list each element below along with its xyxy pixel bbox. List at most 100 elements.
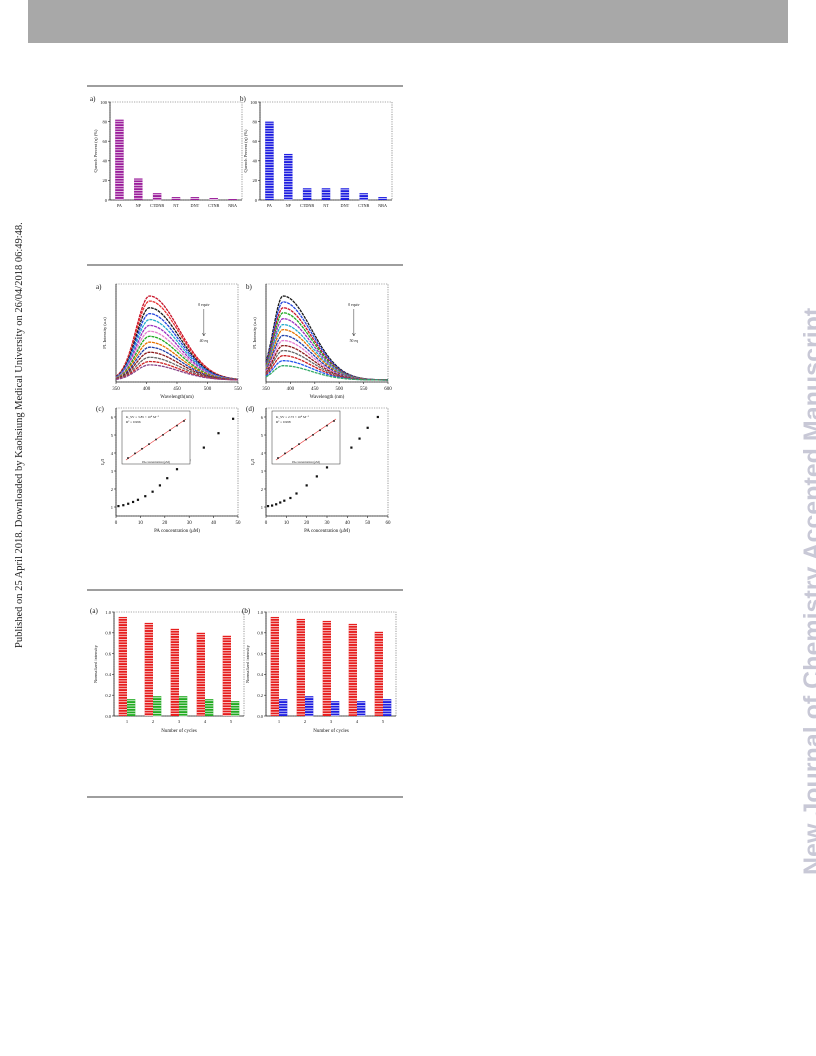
data-point bbox=[283, 499, 286, 502]
x-axis-label: Number of cycles bbox=[161, 729, 197, 734]
data-point bbox=[275, 503, 278, 506]
figure-quench-b: b) 0 20 40 60 80 100 Quench Percent (η) (%) PA NP… bbox=[240, 95, 393, 208]
data-point bbox=[136, 498, 140, 501]
bar-dnt bbox=[340, 188, 350, 200]
y-tick-label: 0.4 bbox=[105, 672, 111, 677]
figure-rule-1 bbox=[87, 85, 403, 87]
figure-cycle-a: (a) 0.0 0.2 0.4 0.6 0.8 1.0 Normalized intensit… bbox=[90, 607, 245, 734]
accepted-manuscript-watermark: New Journal of Chemistry Accepted Manusc… bbox=[799, 308, 816, 876]
x-tick-label: 20 bbox=[162, 521, 168, 526]
inset-equation: K_SV = 2.73 × 10⁴ M⁻¹ bbox=[276, 415, 309, 419]
y-axis-label: I₀/I bbox=[250, 459, 255, 465]
y-axis-label: PL Intensity (a.u) bbox=[102, 317, 107, 349]
bar-cycle-2-series-2 bbox=[153, 696, 162, 716]
pl-curve-3 bbox=[265, 307, 388, 381]
bar-pa bbox=[115, 119, 124, 200]
x-axis-label: PA concentration (μM) bbox=[154, 529, 200, 534]
inset-data-point bbox=[155, 438, 157, 441]
data-point bbox=[350, 446, 353, 449]
inset-x-label: PA concentration (μM) bbox=[292, 460, 320, 464]
inset-data-point bbox=[312, 434, 314, 436]
inset-data-point bbox=[183, 420, 185, 422]
plot-frame bbox=[115, 283, 239, 383]
y-tick-label: 0.6 bbox=[257, 651, 263, 656]
bar-cycle-1-series-1 bbox=[118, 616, 127, 716]
y-tick-label: 1 bbox=[111, 505, 113, 510]
inset-data-point bbox=[284, 452, 286, 455]
data-point bbox=[279, 501, 282, 504]
x-category-label: CTNB bbox=[358, 203, 369, 208]
inset-data-point bbox=[127, 457, 129, 459]
x-tick-label: 40 bbox=[211, 521, 217, 526]
x-axis-label: PA concentration (μM) bbox=[304, 529, 350, 534]
y-axis-label: I₀/I bbox=[100, 459, 105, 465]
bar-cycle-2-series-1 bbox=[144, 622, 153, 716]
bar-cycle-3-series-1 bbox=[170, 628, 179, 716]
data-point bbox=[325, 466, 329, 469]
y-tick-label: 1.0 bbox=[257, 610, 263, 615]
pl-curve-11 bbox=[115, 351, 238, 381]
x-category-label: 3 bbox=[178, 719, 181, 724]
bar-ctdnb bbox=[302, 188, 312, 200]
bar-cycle-4-series-2 bbox=[205, 699, 214, 716]
figure-rule-4 bbox=[87, 796, 403, 798]
y-tick-label: 0.2 bbox=[257, 693, 263, 698]
inset-data-point bbox=[169, 429, 171, 432]
x-category-label: 2 bbox=[304, 719, 306, 724]
figure-rule-2 bbox=[87, 264, 403, 266]
bar-ctnb bbox=[359, 193, 368, 200]
bar-np bbox=[284, 153, 293, 200]
x-tick-label: 30 bbox=[187, 521, 193, 526]
y-axis-label: PL Intensity (a.u) bbox=[252, 317, 257, 349]
y-tick-label: 40 bbox=[253, 159, 258, 164]
inset-data-point bbox=[305, 438, 307, 441]
figure-cycle-b: (b) 0.0 0.2 0.4 0.6 0.8 1.0 Normalized intensit… bbox=[242, 607, 397, 734]
data-point bbox=[376, 415, 379, 419]
y-tick-label: 60 bbox=[253, 139, 258, 144]
x-axis-label: Number of cycles bbox=[313, 729, 349, 734]
arrow-head bbox=[202, 332, 206, 337]
y-tick-label: 2 bbox=[111, 487, 113, 492]
data-point bbox=[295, 492, 298, 495]
y-tick-label: 0.4 bbox=[257, 672, 263, 677]
panel-label: a) bbox=[90, 95, 96, 103]
x-category-label: NP bbox=[136, 203, 142, 208]
inset-x-label: PA concentration (μM) bbox=[142, 460, 170, 464]
x-category-label: 1 bbox=[126, 719, 128, 724]
y-tick-label: 3 bbox=[111, 469, 114, 474]
data-point bbox=[158, 484, 162, 487]
publication-notice-text: Published on 25 April 2018. Downloaded b… bbox=[14, 222, 25, 648]
y-tick-label: 1 bbox=[261, 505, 263, 510]
y-tick-label: 20 bbox=[253, 178, 258, 183]
inset-data-point bbox=[134, 452, 136, 455]
y-tick-label: 6 bbox=[111, 415, 114, 420]
x-category-label: NP bbox=[286, 203, 292, 208]
watermark-text: New Journal of Chemistry Accepted Manusc… bbox=[799, 307, 816, 875]
pl-curve-1 bbox=[265, 295, 388, 381]
y-tick-label: 40 bbox=[103, 159, 108, 164]
y-axis-label: Normalized intensity bbox=[245, 644, 250, 683]
y-tick-label: 0.0 bbox=[257, 714, 263, 719]
inset-data-point bbox=[176, 424, 178, 427]
x-axis-label: Wavelength (nm) bbox=[310, 395, 345, 400]
y-axis-label: Normalized intensity bbox=[93, 644, 98, 683]
arrow-head bbox=[352, 332, 356, 337]
pl-curve-4 bbox=[115, 313, 239, 380]
y-tick-label: 3 bbox=[261, 469, 264, 474]
pl-curve-14 bbox=[265, 365, 388, 381]
x-category-label: 1 bbox=[278, 719, 280, 724]
data-point bbox=[266, 505, 270, 508]
panel-label: (c) bbox=[96, 405, 104, 413]
inset-data-point bbox=[291, 447, 293, 450]
y-tick-label: 100 bbox=[100, 100, 108, 105]
bar-ctdnb bbox=[152, 193, 162, 200]
bar-cycle-5-series-2 bbox=[231, 701, 240, 716]
bar-cycle-1-series-2 bbox=[127, 699, 136, 716]
y-tick-label: 80 bbox=[103, 119, 108, 124]
y-axis-label: Quench Percent (η) (%) bbox=[93, 129, 98, 172]
x-tick-label: 350 bbox=[112, 387, 120, 392]
x-category-label: CTDNB bbox=[300, 203, 314, 208]
pl-curve-4 bbox=[265, 312, 388, 381]
x-tick-label: 500 bbox=[335, 387, 343, 392]
inset-r2: R² = 0.998 bbox=[276, 420, 291, 424]
